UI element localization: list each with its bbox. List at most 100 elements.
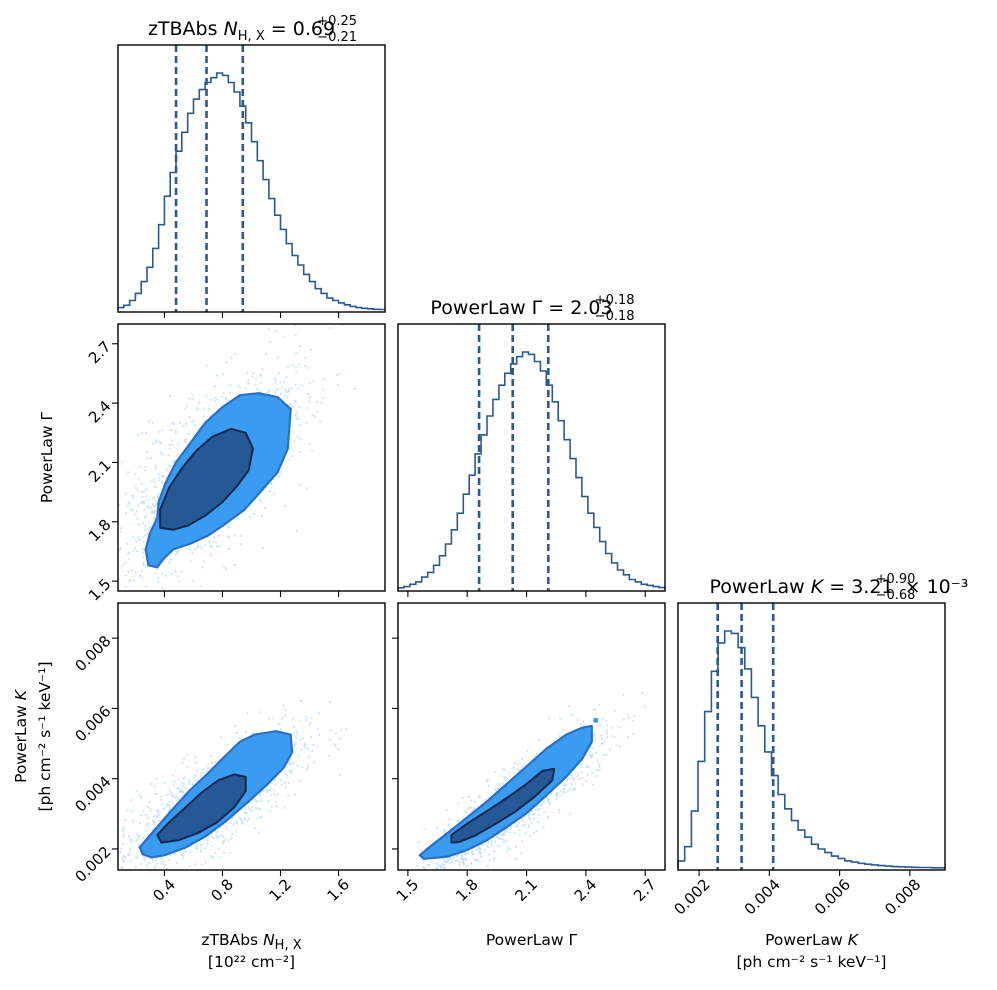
sample-point (458, 863, 461, 867)
sample-point (415, 874, 417, 876)
sample-point (118, 549, 122, 552)
sample-point (119, 547, 122, 550)
sample-point (315, 400, 318, 403)
sample-point (128, 580, 131, 583)
sample-point (308, 395, 312, 399)
sample-point (206, 842, 209, 845)
sample-point (143, 534, 147, 537)
sample-point (633, 714, 636, 718)
sample-point (134, 905, 136, 907)
sample-point (215, 374, 218, 377)
sample-point (196, 844, 199, 847)
sample-point (306, 407, 309, 410)
sample-point (125, 632, 127, 634)
sample-point (496, 844, 499, 847)
sample-point (248, 807, 251, 810)
sample-point (529, 834, 532, 837)
sample-point (140, 576, 143, 579)
sample-point (306, 748, 309, 751)
sample-point (203, 771, 206, 774)
sample-point (458, 861, 461, 864)
sample-point (182, 853, 185, 856)
sample-point (225, 361, 228, 364)
sample-point (114, 853, 116, 855)
sample-point (503, 778, 506, 781)
sample-point (246, 371, 249, 374)
sample-point (521, 757, 524, 760)
sample-point (162, 807, 166, 810)
sample-point (478, 795, 481, 798)
sample-point (416, 864, 419, 867)
sample-point (185, 850, 188, 854)
sample-point (93, 881, 95, 883)
sample-point (592, 783, 595, 787)
sample-point (160, 857, 163, 860)
sample-point (276, 388, 279, 391)
sample-point (400, 911, 402, 913)
sample-point (137, 836, 140, 839)
sample-point (564, 791, 568, 794)
sample-point (435, 862, 438, 865)
sample-point (153, 485, 156, 488)
sample-point (200, 863, 203, 866)
sample-point (580, 770, 583, 774)
sample-point (194, 756, 197, 759)
sample-point (145, 431, 148, 434)
sample-point (493, 770, 496, 773)
sample-point (107, 492, 109, 494)
sample-point (156, 576, 160, 579)
sample-point (124, 574, 127, 577)
sample-point (440, 865, 443, 868)
sample-point (310, 735, 313, 739)
sample-point (144, 813, 147, 816)
sample-point (150, 783, 153, 786)
sample-point (478, 860, 481, 863)
sample-point (481, 843, 484, 846)
sample-point (501, 768, 504, 771)
sample-point (338, 737, 342, 740)
title-value: = 0.69 (265, 18, 335, 40)
sample-point (297, 315, 299, 317)
sample-point (576, 772, 580, 775)
sample-point (615, 743, 618, 746)
sample-point (194, 773, 197, 776)
sample-point (295, 415, 298, 418)
sample-point (422, 878, 424, 880)
sample-point (438, 875, 440, 877)
sample-point (137, 478, 140, 481)
sample-point (233, 563, 237, 567)
sample-point (513, 772, 516, 775)
sample-point (211, 845, 214, 848)
sample-point (445, 808, 448, 811)
sample-point (136, 510, 139, 513)
sample-point (206, 767, 209, 770)
sample-point (225, 743, 228, 746)
sample-point (280, 783, 283, 786)
sample-point (199, 850, 202, 853)
sample-point (313, 760, 316, 764)
title-err-plus: +0.90 (876, 572, 916, 587)
sample-point (527, 826, 530, 829)
sample-point (151, 421, 154, 424)
sample-point (643, 705, 646, 709)
y-tick-label: 0.006 (71, 702, 114, 745)
sample-point (537, 820, 540, 823)
sample-point (627, 736, 630, 739)
sample-point (292, 405, 295, 408)
sample-point (591, 753, 594, 757)
sample-point (312, 743, 315, 747)
sample-point (154, 823, 157, 827)
sample-point (148, 507, 151, 510)
sample-point (151, 502, 154, 506)
sample-point (429, 878, 431, 880)
sample-point (497, 871, 499, 873)
sample-point (569, 787, 572, 790)
sample-point (132, 575, 135, 578)
sample-point (141, 501, 144, 504)
x-tick-label: 0.008 (881, 875, 924, 918)
sample-point (79, 572, 81, 574)
sample-point (293, 399, 296, 402)
sample-point (137, 433, 140, 436)
sample-point (110, 832, 112, 834)
sample-point (134, 866, 137, 869)
